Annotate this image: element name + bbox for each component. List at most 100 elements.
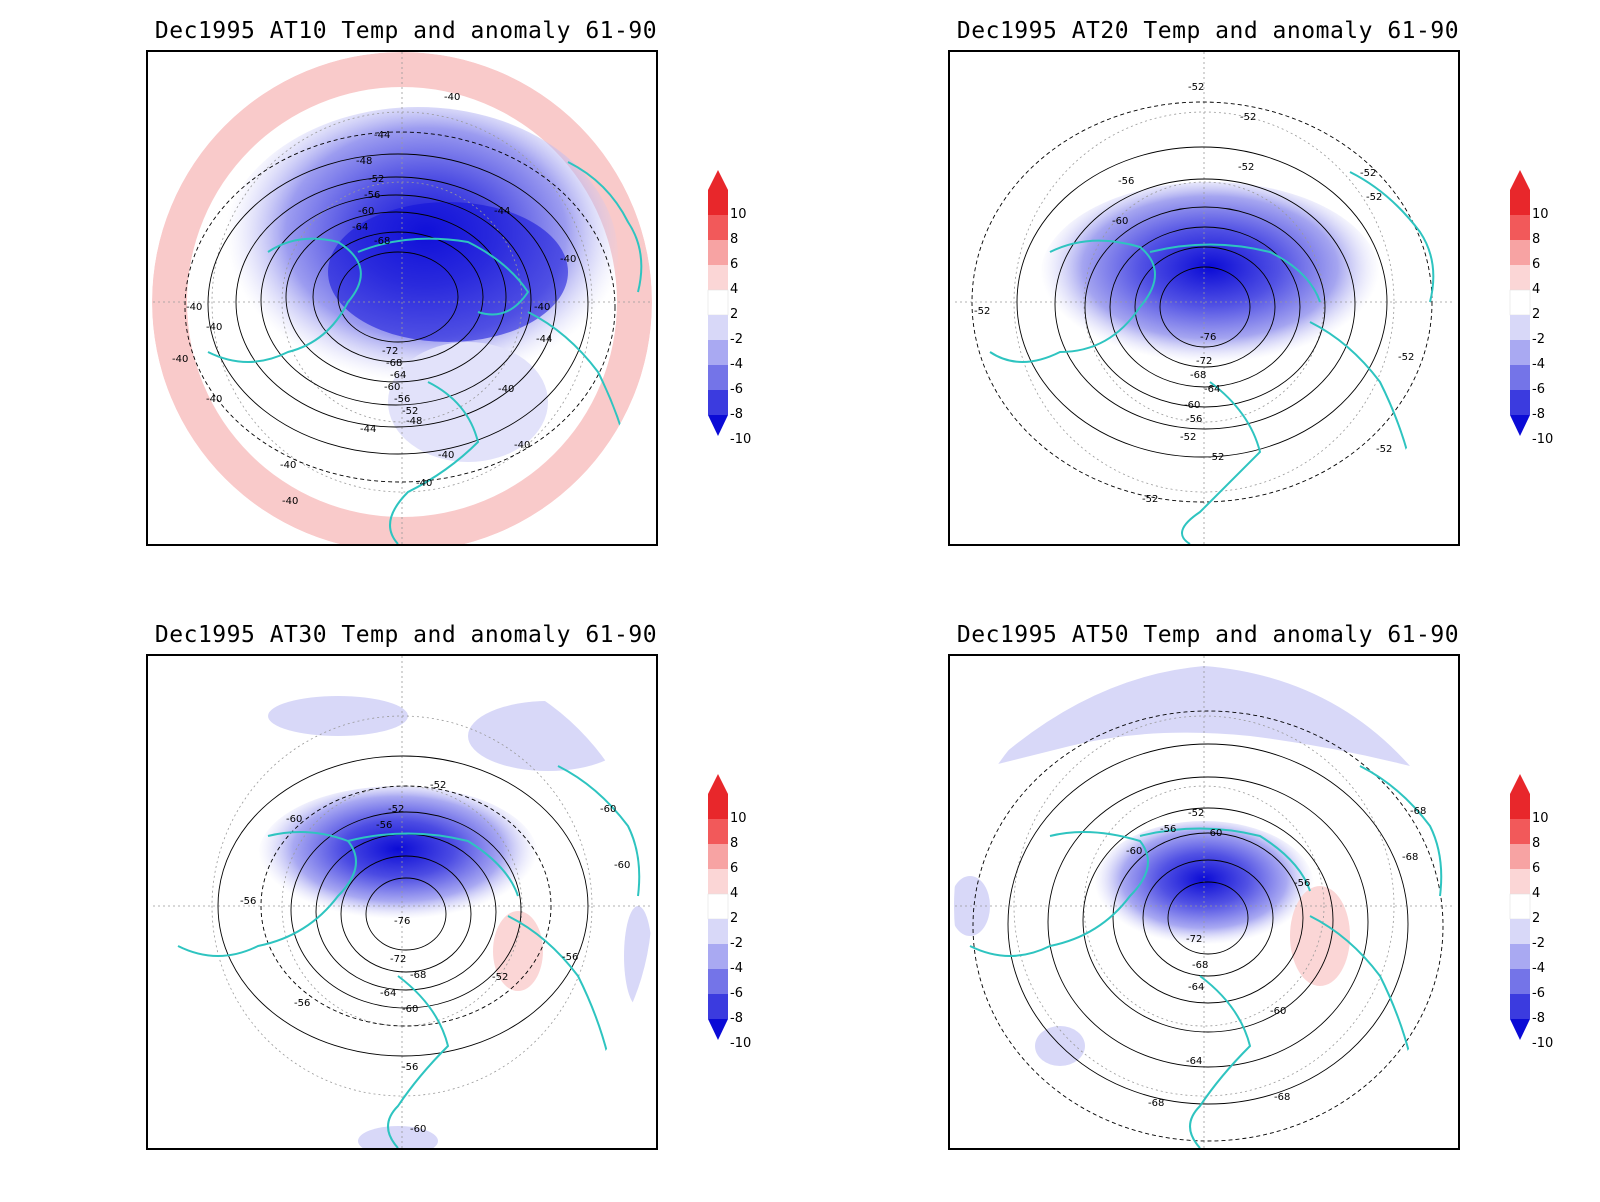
contour-label: -40: [416, 478, 432, 489]
colorbar-label: 6: [730, 257, 739, 272]
contour-label: -60: [358, 206, 374, 217]
colorbar-label: -4: [1532, 961, 1545, 976]
contour-label: -56: [402, 1062, 418, 1073]
coastlines: [969, 765, 1443, 1148]
contour-label: -40: [438, 450, 454, 461]
contour-label: -60: [402, 1004, 418, 1015]
map-canvas: -52 -60 -56 -52 -60 -60 -56 -76 -72 -68 …: [152, 656, 652, 1148]
contour-label: -44: [536, 334, 552, 345]
contour-label: -52: [402, 406, 418, 417]
colorbar-label: -10: [730, 432, 752, 447]
contour-label: -40: [498, 384, 514, 395]
contour-label: -40: [514, 440, 530, 451]
temperature-contours: [184, 131, 616, 483]
colorbar-label: 2: [730, 911, 739, 926]
colorbar-label: -6: [1532, 382, 1545, 397]
panel-title: Dec1995 AT20 Temp and anomaly 61-90: [956, 18, 1460, 44]
contour-label: -72: [1196, 356, 1212, 367]
contour-label: -52: [1398, 352, 1414, 363]
contour-label: -60: [410, 1124, 426, 1135]
contour-label: -64: [380, 988, 396, 999]
contour-label: -64: [390, 370, 406, 381]
contour-label: -52: [1188, 82, 1204, 93]
colorbar-label: 8: [1532, 836, 1541, 851]
contour-label: -40: [206, 394, 222, 405]
contour-label: -72: [390, 954, 406, 965]
contour-label: -68: [1410, 806, 1426, 817]
colorbar-label: 4: [1532, 282, 1541, 297]
temperature-contours: [971, 101, 1433, 503]
contour-label: -60: [1206, 828, 1222, 839]
colorbar-swatches: [707, 170, 729, 436]
colorbar-label: 8: [730, 232, 739, 247]
contour-label: -40: [172, 354, 188, 365]
contour-label: -56: [376, 820, 392, 831]
map-canvas: -40 -44 -48 -52 -56 -60 -64 -68 -44 -40 …: [152, 52, 652, 544]
colorbar-label: 10: [730, 207, 747, 222]
polar-map: -40 -44 -48 -52 -56 -60 -64 -68 -44 -40 …: [146, 50, 658, 546]
contour-label: -60: [1270, 1006, 1286, 1017]
colorbar-label: -6: [1532, 986, 1545, 1001]
colorbar-label: 6: [1532, 257, 1541, 272]
polar-map: -52 -52 -56 -60 -52 -52 -52 -52 -52 -76 …: [948, 50, 1460, 546]
colorbar-label: -2: [1532, 332, 1545, 347]
contour-label: -52: [1376, 444, 1392, 455]
contour-label: -60: [1126, 846, 1142, 857]
panel-at30: Dec1995 AT30 Temp and anomaly 61-90: [146, 622, 906, 1202]
colorbar-label: 6: [730, 861, 739, 876]
polar-map: -52 -56 -60 -60 -56 -72 -68 -64 -60 -64 …: [948, 654, 1460, 1150]
contour-label: -52: [1360, 168, 1376, 179]
colorbar-label: 4: [730, 886, 739, 901]
contour-label: -60: [286, 814, 302, 825]
colorbar-label: 2: [1532, 911, 1541, 926]
colorbar-label: 2: [730, 307, 739, 322]
contour-label: -56: [1294, 878, 1310, 889]
contour-label: -68: [374, 236, 390, 247]
contour-label: -68: [1274, 1092, 1290, 1103]
contour-label: -64: [352, 222, 368, 233]
contour-label: -60: [614, 860, 630, 871]
contour-label: -52: [1240, 112, 1256, 123]
contour-label: -40: [282, 496, 298, 507]
contour-label: -52: [492, 972, 508, 983]
colorbar-label: 6: [1532, 861, 1541, 876]
colorbar-label: 4: [1532, 886, 1541, 901]
colorbar-label: 4: [730, 282, 739, 297]
contour-label: -68: [1192, 960, 1208, 971]
colorbar-label: -4: [730, 357, 743, 372]
contour-label: -44: [494, 206, 510, 217]
colorbar-label: -8: [730, 407, 743, 422]
contour-label: -72: [1186, 934, 1202, 945]
panel-at50: Dec1995 AT50 Temp and anomaly 61-90: [948, 622, 1600, 1202]
colorbar-label: -8: [1532, 407, 1545, 422]
colorbar-label: -2: [730, 936, 743, 951]
contour-label: -56: [1160, 824, 1176, 835]
contour-label: -52: [388, 804, 404, 815]
contour-label: -64: [1188, 982, 1204, 993]
colorbar-label: -8: [1532, 1011, 1545, 1026]
contour-label: -52: [430, 780, 446, 791]
contour-label: -56: [364, 190, 380, 201]
contour-label: -52: [1180, 432, 1196, 443]
contour-label: -76: [1200, 332, 1216, 343]
contour-label: -40: [534, 302, 550, 313]
contour-label: -52: [368, 174, 384, 185]
colorbar-swatches: [707, 774, 729, 1040]
colorbar-label: -10: [730, 1036, 752, 1051]
polar-map: -52 -60 -56 -52 -60 -60 -56 -76 -72 -68 …: [146, 654, 658, 1150]
colorbar-label: -4: [730, 961, 743, 976]
contour-label: -56: [1186, 414, 1202, 425]
contour-label: -68: [1402, 852, 1418, 863]
colorbar-label: 10: [730, 811, 747, 826]
colorbar: 10 8 6 4 2 -2 -4 -6 -8 -10: [1508, 168, 1588, 458]
contour-label: -52: [1366, 192, 1382, 203]
contour-label: -68: [386, 358, 402, 369]
contour-labels: -52 -52 -56 -60 -52 -52 -52 -52 -52 -76 …: [974, 82, 1414, 505]
contour-label: -72: [382, 346, 398, 357]
contour-label: -68: [1190, 370, 1206, 381]
contour-label: -68: [410, 970, 426, 981]
colorbar: 10 8 6 4 2 -2 -4 -6 -8 -10: [706, 772, 786, 1062]
panel-title: Dec1995 AT30 Temp and anomaly 61-90: [154, 622, 658, 648]
contour-label: -56: [1118, 176, 1134, 187]
colorbar-label: 8: [730, 836, 739, 851]
